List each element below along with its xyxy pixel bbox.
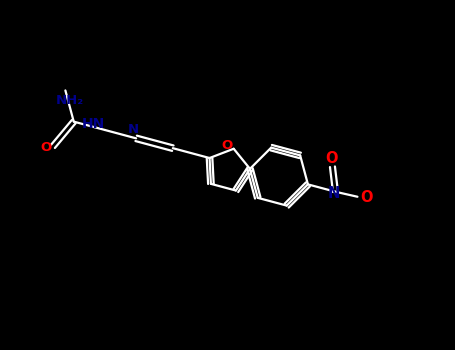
Text: HN: HN (81, 117, 105, 131)
Text: NH₂: NH₂ (56, 94, 83, 107)
Text: O: O (360, 190, 373, 205)
Text: O: O (325, 151, 338, 166)
Text: N: N (327, 186, 339, 201)
Text: N: N (127, 123, 139, 136)
Text: O: O (40, 141, 51, 154)
Text: O: O (221, 139, 233, 152)
